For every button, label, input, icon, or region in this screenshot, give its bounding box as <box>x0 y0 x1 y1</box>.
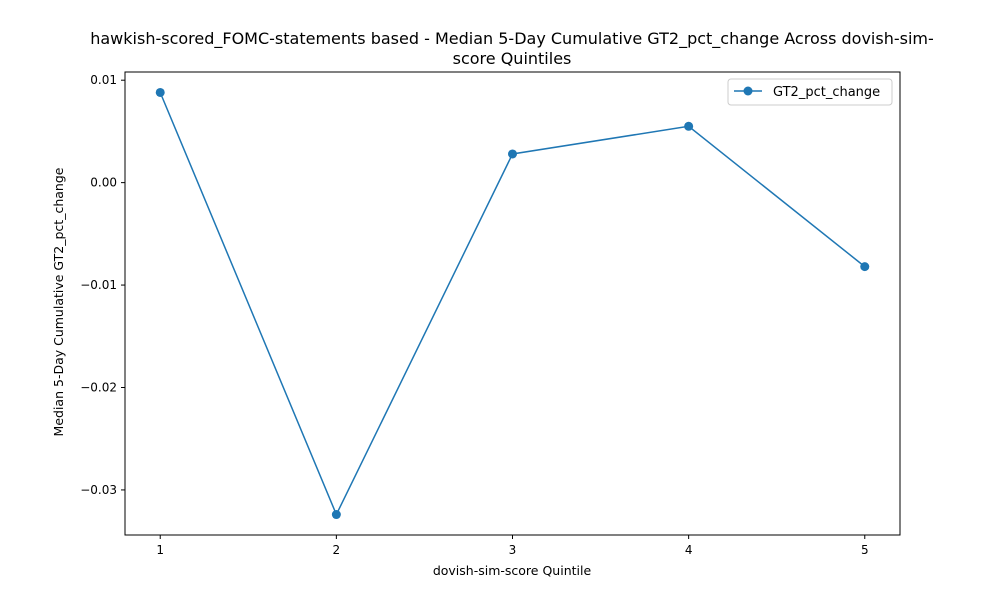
data-point <box>155 87 165 97</box>
x-tick-label: 3 <box>509 543 517 557</box>
y-tick-label: −0.02 <box>80 380 117 394</box>
chart-title-line-2: score Quintiles <box>453 49 572 68</box>
data-point <box>508 149 517 159</box>
y-axis-label: Median 5-Day Cumulative GT2_pct_change <box>51 167 66 436</box>
x-axis-label: dovish-sim-score Quintile <box>433 563 592 578</box>
x-tick-label: 4 <box>685 543 693 557</box>
x-tick-label: 2 <box>333 543 341 557</box>
legend-frame <box>727 78 893 106</box>
data-point <box>860 262 870 272</box>
y-tick-label: 0.00 <box>90 176 117 190</box>
data-point <box>331 510 341 520</box>
chart-title-line-1: hawkish-scored_FOMC-statements based - M… <box>90 29 934 49</box>
legend-label: GT2_pct_change <box>773 85 880 100</box>
x-tick-label: 1 <box>156 543 164 557</box>
plot-area: 1 2 3 4 5 0.01 0.00 −0.01 −0.02 −0.03 <box>80 71 901 557</box>
data-point <box>684 121 694 131</box>
legend: GT2_pct_change <box>727 78 893 106</box>
legend-marker-swatch <box>743 86 753 96</box>
y-tick-label: −0.01 <box>80 278 117 292</box>
axes-frame <box>124 71 901 536</box>
y-tick-label: −0.03 <box>80 483 117 497</box>
y-tick-label: 0.01 <box>90 73 117 87</box>
x-tick-label: 5 <box>861 543 869 557</box>
